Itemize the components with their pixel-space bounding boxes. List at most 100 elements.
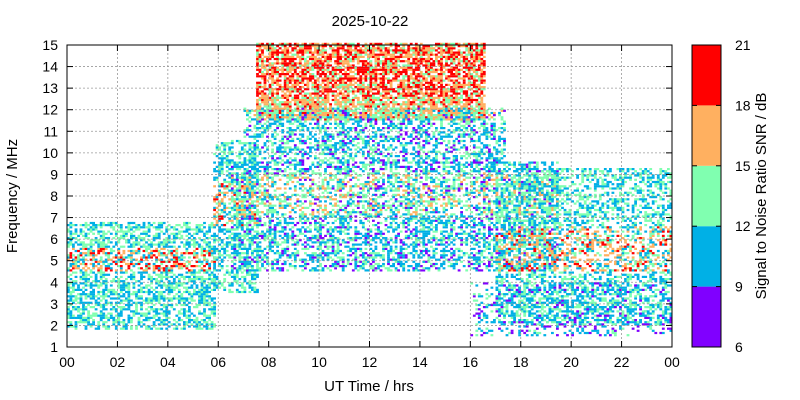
snr-cell (256, 288, 259, 291)
snr-cell (230, 196, 234, 199)
snr-cell (92, 267, 95, 270)
snr-cell (177, 282, 181, 285)
snr-cell (243, 107, 247, 110)
snr-cell (374, 96, 378, 99)
snr-cell (195, 232, 199, 235)
snr-cell (304, 64, 307, 67)
snr-cell (314, 86, 317, 89)
snr-cell (127, 299, 131, 302)
snr-cell (79, 269, 83, 272)
snr-cell (72, 258, 75, 261)
snr-cell (447, 90, 451, 93)
snr-cell (336, 77, 340, 80)
snr-cell (243, 269, 247, 272)
snr-cell (339, 111, 342, 115)
snr-cell (218, 170, 221, 173)
snr-cell (437, 60, 441, 63)
snr-cell (258, 90, 262, 93)
snr-cell (238, 208, 242, 212)
snr-cell (369, 96, 373, 99)
snr-cell (162, 319, 166, 322)
snr-cell (291, 77, 295, 80)
snr-cell (422, 77, 426, 80)
snr-cell (278, 103, 282, 106)
snr-cell (364, 92, 368, 95)
snr-cell (208, 228, 211, 231)
snr-cell (135, 249, 138, 253)
snr-cell (258, 152, 262, 156)
snr-cell (412, 90, 416, 93)
snr-cell (306, 116, 310, 119)
snr-cell (160, 286, 164, 289)
snr-cell (361, 55, 365, 58)
snr-cell (326, 96, 330, 99)
snr-cell (114, 319, 118, 322)
snr-cell (477, 96, 481, 99)
snr-cell (364, 111, 368, 115)
snr-cell (470, 68, 474, 71)
snr-cell (132, 310, 136, 313)
snr-cell (162, 269, 166, 272)
snr-cell (225, 249, 229, 253)
snr-cell (467, 64, 471, 67)
snr-cell (351, 55, 355, 58)
snr-cell (155, 267, 158, 270)
snr-cell (256, 111, 259, 115)
snr-cell (472, 98, 476, 102)
snr-cell (271, 64, 274, 67)
snr-cell (261, 62, 264, 65)
snr-cell (298, 122, 302, 125)
snr-cell (253, 148, 257, 151)
snr-cell (273, 118, 277, 121)
snr-cell (261, 77, 264, 80)
snr-cell (324, 73, 327, 76)
snr-cell (155, 308, 158, 311)
snr-cell (273, 79, 277, 82)
snr-cell (263, 103, 267, 106)
snr-cell (200, 312, 204, 315)
snr-cell (188, 221, 191, 225)
snr-cell (225, 206, 229, 209)
snr-cell (225, 237, 229, 240)
snr-cell (160, 327, 164, 330)
snr-cell (256, 267, 259, 270)
snr-cell (283, 81, 287, 84)
snr-cell (271, 96, 274, 99)
snr-cell (210, 310, 214, 313)
snr-cell (293, 129, 297, 132)
snr-cell (183, 299, 186, 302)
snr-cell (455, 42, 458, 45)
snr-cell (392, 62, 395, 65)
snr-cell (281, 53, 285, 56)
snr-cell (298, 88, 302, 91)
snr-cell (185, 267, 189, 270)
snr-cell (384, 83, 388, 86)
snr-cell (87, 237, 90, 240)
snr-cell (457, 62, 461, 65)
snr-cell (263, 92, 267, 95)
snr-cell (190, 252, 194, 255)
snr-cell (263, 79, 267, 82)
snr-cell (165, 228, 169, 231)
snr-cell (387, 60, 390, 63)
snr-cell (447, 94, 451, 97)
snr-cell (198, 293, 201, 296)
snr-cell (165, 273, 169, 276)
snr-cell (114, 303, 118, 307)
snr-cell (276, 55, 279, 58)
snr-cell (389, 83, 393, 86)
snr-cell (132, 230, 136, 233)
snr-cell (135, 241, 138, 244)
snr-cell (172, 327, 176, 330)
snr-cell (462, 98, 466, 102)
snr-cell (92, 265, 95, 268)
snr-cell (102, 237, 106, 240)
snr-cell (225, 159, 229, 162)
snr-cell (344, 77, 348, 80)
snr-cell (253, 150, 257, 153)
snr-cell (286, 98, 290, 102)
snr-cell (177, 224, 181, 227)
snr-cell (460, 88, 463, 91)
snr-cell (183, 256, 186, 259)
snr-cell (472, 42, 476, 45)
